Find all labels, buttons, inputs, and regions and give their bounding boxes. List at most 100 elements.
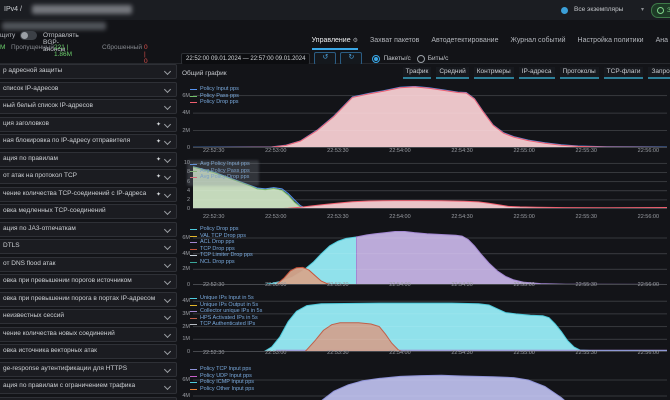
series-color-dash <box>190 235 197 237</box>
y-axis-label: 2M <box>182 266 190 273</box>
series-color-dash <box>190 369 197 371</box>
legend-item[interactable]: Avg Policy Pass pps <box>190 168 250 175</box>
chart-tab-IP-адреса[interactable]: IP-адреса <box>518 67 555 79</box>
y-axis-label: 0 <box>186 349 190 355</box>
sidebar-item[interactable]: ация по правилам с ограничением трафика <box>0 379 177 394</box>
chart-unique-ips: 4M 3M 2M 1M 0 22:52:30 22:53:00 22:53:30 22:54:… <box>178 292 670 360</box>
tab-Журнал событий[interactable]: Журнал событий <box>510 37 566 44</box>
sidebar-item[interactable]: DTLS <box>0 239 177 254</box>
legend-item[interactable]: Policy Pass pps <box>190 93 239 100</box>
chevron-down-icon <box>163 382 172 391</box>
sidebar-item[interactable]: от DNS flood атак <box>0 256 177 272</box>
legend-item[interactable]: ACL Drop pps <box>190 239 253 246</box>
chart-tab-Трафик[interactable]: Трафик <box>402 67 432 79</box>
legend-item[interactable]: Policy Drop pps <box>190 99 239 106</box>
legend-item[interactable]: Avg Policy Drop pps <box>190 174 250 181</box>
sidebar-item[interactable]: ция заголовков ✦ <box>0 116 177 132</box>
panel-header: Общий график Трафик Средний Контрмеры IP-ад… <box>178 64 670 82</box>
protection-enabled-button[interactable]: Защита в <box>651 3 670 18</box>
sidebar-item[interactable]: чение количества новых соединений <box>0 326 177 342</box>
radio-icon <box>372 54 381 63</box>
x-axis-label: 22:53:00 <box>265 282 287 288</box>
bgp-announce-toggle[interactable] <box>20 31 37 40</box>
sidebar-item[interactable]: овка медленных TCP-соединений <box>0 204 177 219</box>
x-axis-label: 22:56:00 <box>637 282 660 288</box>
pin-icon: ✦ <box>155 191 161 198</box>
tab-Захват пакетов[interactable]: Захват пакетов <box>369 37 420 44</box>
sidebar-item[interactable]: ация по правилам ✦ <box>0 151 177 167</box>
sidebar-item[interactable]: ge-response аутентификации для HTTPS <box>0 361 177 377</box>
chevron-down-icon <box>163 365 172 373</box>
sidebar-item[interactable]: неизвестных сессий <box>0 309 177 324</box>
legend-item[interactable]: Policy UDP Input pps <box>190 373 254 380</box>
sidebar-item[interactable]: р адресной защиты <box>0 64 177 79</box>
x-axis-label: 22:52:30 <box>202 282 225 288</box>
legend-item[interactable]: Avg Policy Input pps <box>190 161 250 168</box>
chart-tab-Протоколы[interactable]: Протоколы <box>559 67 599 79</box>
legend-item[interactable]: Policy Other Input pps <box>190 386 254 393</box>
series-color-dash <box>190 229 197 231</box>
panel-title: Общий график <box>182 70 227 77</box>
chart-legend: Unique IPs Input in 5s Unique IPs Output … <box>190 295 262 328</box>
x-axis-label: 22:56:00 <box>637 148 660 154</box>
sidebar-item[interactable]: чение трафика✦ <box>0 396 177 400</box>
chevron-down-icon <box>163 225 172 233</box>
x-axis-label: 22:52:30 <box>202 148 225 154</box>
legend-item[interactable]: Policy Input pps <box>190 86 239 93</box>
legend-item[interactable]: Unique IPs Input in 5s <box>190 295 262 302</box>
series-color-dash <box>190 248 197 250</box>
sidebar-item[interactable]: список IP-адресов <box>0 81 177 97</box>
top-bar: IPv4 / Все экземпляры ▾ Защита в <box>0 0 670 21</box>
legend-item[interactable]: Policy ICMP Input pps <box>190 379 254 386</box>
tab-Автодетектирование[interactable]: Автодетектирование <box>431 37 499 44</box>
legend-item[interactable]: Unique IPs Output in 5s <box>190 302 262 309</box>
y-axis-label: 4M <box>182 250 190 257</box>
legend-item[interactable]: TCP Authenticated IPs <box>190 321 262 328</box>
chart-tab-TCP-флаги[interactable]: TCP-флаги <box>603 67 644 79</box>
legend-item[interactable]: Collector unique IPs in 5s <box>190 308 262 315</box>
passed-value: 221 | 1.86M <box>54 44 73 58</box>
sidebar-item[interactable]: овка при превышении порогов источником <box>0 274 177 289</box>
legend-item[interactable]: NCL Drop pps <box>190 259 253 266</box>
y-axis-label: 0 <box>186 206 190 212</box>
status-dot-icon <box>561 7 568 14</box>
unit-radio-Пакеты/с[interactable]: Пакеты/с <box>372 54 411 63</box>
time-range-picker[interactable]: 22:52:00 09.01.2024 — 22:57:00 09.01.202… <box>181 52 311 65</box>
sidebar-item[interactable]: чение количества TCP-соединений с IP-адр… <box>0 186 177 202</box>
x-axis-label: 22:53:30 <box>327 282 349 288</box>
sidebar-item[interactable]: от атак на протокол TCP ✦ <box>0 169 177 184</box>
tab-Управление[interactable]: Управление ⚙ <box>311 37 358 50</box>
sidebar-item[interactable]: ация по JA3-отпечаткам <box>0 221 177 237</box>
chart-tab-Запрос[interactable]: Запрос <box>648 67 670 79</box>
sidebar-item[interactable]: ная блокировка по IP-адресу отправителя ✦ <box>0 134 177 149</box>
y-axis-label: 3M <box>182 310 190 317</box>
y-axis-label: 2 <box>186 196 190 203</box>
series-color-dash <box>190 382 197 384</box>
sidebar-item[interactable]: ный белый список IP-адресов <box>0 99 177 114</box>
legend-item[interactable]: HPS Activated IPs in 5s <box>190 315 262 322</box>
x-axis-label: 22:53:00 <box>265 350 287 356</box>
instances-dropdown[interactable]: Все экземпляры <box>574 6 624 13</box>
chevron-down-icon <box>163 347 172 356</box>
unit-radio-Биты/с[interactable]: Биты/с <box>416 54 448 63</box>
tab-Ана[interactable]: Ана <box>655 37 668 44</box>
tab-Настройка политики[interactable]: Настройка политики <box>577 37 644 44</box>
x-axis-label: 22:55:00 <box>513 214 535 220</box>
sidebar-item[interactable]: овка при превышении порога в портах IP-а… <box>0 291 177 307</box>
chart-tab-Средний[interactable]: Средний <box>436 67 469 79</box>
chevron-down-icon[interactable]: ▾ <box>641 7 645 13</box>
legend-item[interactable]: Policy Drop pps <box>190 226 253 233</box>
legend-item[interactable]: TCP Drop pps <box>190 246 253 253</box>
chart-tab-Контрмеры[interactable]: Контрмеры <box>473 67 514 79</box>
chart-avg-policy-pps: 10 8 6 4 2 0 22:52:30 22:53:00 22:53:30 22:54:00… <box>178 158 670 224</box>
y-axis-label: 2M <box>182 127 190 134</box>
redacted-title <box>32 5 132 14</box>
sidebar-item[interactable]: овка источника векторных атак <box>0 344 177 359</box>
x-axis-label: 22:53:30 <box>327 214 349 220</box>
y-axis-label: 1M <box>182 336 190 343</box>
legend-item[interactable]: VAL TCP Drop pps <box>190 233 253 240</box>
x-axis-label: 22:53:30 <box>327 350 349 356</box>
legend-item[interactable]: Policy TCP Input pps <box>190 366 254 373</box>
legend-item[interactable]: TCP Limiter Drop pps <box>190 252 253 259</box>
x-axis-label: 22:52:30 <box>202 214 225 220</box>
